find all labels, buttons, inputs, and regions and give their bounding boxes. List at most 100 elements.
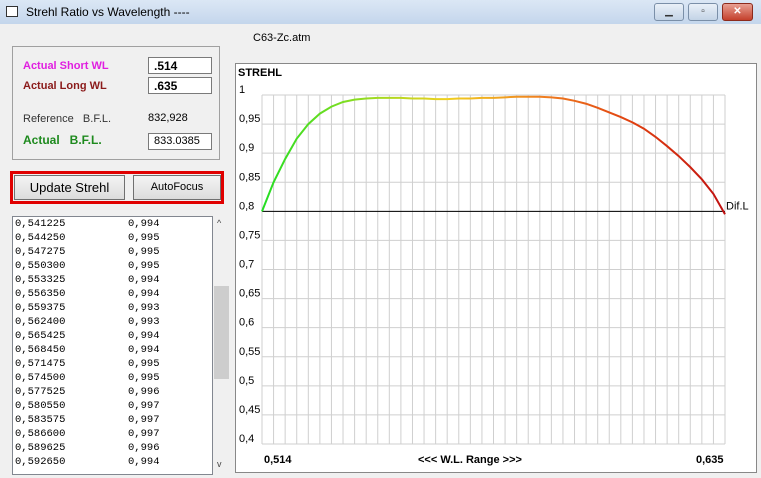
strehl-value: 0,995 <box>128 246 160 258</box>
short-wl-input[interactable]: .514 <box>148 57 212 74</box>
chart-title: STREHL <box>238 67 282 79</box>
minimize-icon: ▁ <box>665 6 673 17</box>
list-item[interactable]: 0,544250 0,995 <box>13 231 212 245</box>
wavelength-value: 0,571475 <box>15 358 66 370</box>
x-axis-label: <<< W.L. Range >>> <box>418 454 522 466</box>
window-title: Strehl Ratio vs Wavelength ---- <box>26 5 190 19</box>
chart-svg: 1 0,95 0,9 0,85 0,8 0,75 0,7 0,65 0,6 0,55 0,5 0,45… <box>238 67 749 466</box>
y-tick-label: 0,85 <box>239 171 260 183</box>
y-tick-label: 0,6 <box>239 317 254 329</box>
wavelength-value: 0,547275 <box>15 246 66 258</box>
strehl-chart: 1 0,95 0,9 0,85 0,8 0,75 0,7 0,65 0,6 0,55 0,5 0,45… <box>235 63 757 473</box>
list-item[interactable]: 0,547275 0,995 <box>13 245 212 259</box>
wavelength-value: 0,580550 <box>15 400 66 412</box>
strehl-value: 0,994 <box>128 218 160 230</box>
strehl-value: 0,994 <box>128 456 160 468</box>
list-item[interactable]: 0,559375 0,993 <box>13 301 212 315</box>
list-item[interactable]: 0,583575 0,997 <box>13 413 212 427</box>
y-tick-label: 0,7 <box>239 259 254 271</box>
list-item[interactable]: 0,541225 0,994 <box>13 217 212 231</box>
strehl-value: 0,994 <box>128 288 160 300</box>
strehl-value: 0,993 <box>128 316 160 328</box>
list-item[interactable]: 0,568450 0,994 <box>13 343 212 357</box>
strehl-value: 0,995 <box>128 232 160 244</box>
actual-bfl-input[interactable]: 833.0385 <box>148 133 212 150</box>
strehl-value: 0,997 <box>128 414 160 426</box>
maximize-icon: ▫ <box>701 6 705 17</box>
strehl-value: 0,996 <box>128 442 160 454</box>
y-tick-label: 0,45 <box>239 404 260 416</box>
list-item[interactable]: 0,550300 0,995 <box>13 259 212 273</box>
app-icon <box>6 6 18 17</box>
autofocus-button[interactable]: AutoFocus <box>133 175 221 200</box>
wavelength-value: 0,562400 <box>15 316 66 328</box>
update-strehl-button[interactable]: Update Strehl <box>14 175 125 200</box>
list-item[interactable]: 0,574500 0,995 <box>13 371 212 385</box>
list-item[interactable]: 0,586600 0,997 <box>13 427 212 441</box>
strehl-value: 0,994 <box>128 274 160 286</box>
y-tick-label: 0,95 <box>239 113 260 125</box>
wavelength-value: 0,556350 <box>15 288 66 300</box>
strehl-value: 0,996 <box>128 386 160 398</box>
list-item[interactable]: 0,553325 0,994 <box>13 273 212 287</box>
wavelength-value: 0,589625 <box>15 442 66 454</box>
y-tick-label: 0,65 <box>239 288 260 300</box>
wavelength-value: 0,559375 <box>15 302 66 314</box>
maximize-button[interactable]: ▫ <box>688 3 718 21</box>
short-wl-label: Actual Short WL <box>23 60 109 72</box>
scroll-down-icon[interactable]: v <box>217 459 222 469</box>
wavelength-value: 0,568450 <box>15 344 66 356</box>
scroll-thumb[interactable] <box>214 286 229 379</box>
wavelength-value: 0,553325 <box>15 274 66 286</box>
strehl-value: 0,995 <box>128 260 160 272</box>
y-tick-label: 0,9 <box>239 142 254 154</box>
x-min-label: 0,514 <box>264 454 292 466</box>
strehl-value: 0,995 <box>128 358 160 370</box>
list-item[interactable]: 0,562400 0,993 <box>13 315 212 329</box>
diffraction-limit-label: Dif.L <box>726 200 749 212</box>
long-wl-label: Actual Long WL <box>23 80 107 92</box>
list-item[interactable]: 0,577525 0,996 <box>13 385 212 399</box>
y-tick-label: 1 <box>239 84 245 96</box>
wavelength-value: 0,574500 <box>15 372 66 384</box>
y-tick-label: 0,4 <box>239 433 254 445</box>
parameters-group <box>12 46 220 160</box>
strehl-value: 0,995 <box>128 372 160 384</box>
ref-bfl-label: Reference B.F.L. <box>23 113 112 125</box>
wavelength-value: 0,544250 <box>15 232 66 244</box>
list-item[interactable]: 0,571475 0,995 <box>13 357 212 371</box>
strehl-value: 0,997 <box>128 428 160 440</box>
scroll-up-icon[interactable]: ^ <box>217 218 222 228</box>
strehl-value: 0,994 <box>128 330 160 342</box>
minimize-button[interactable]: ▁ <box>654 3 684 21</box>
file-name: C63-Zc.atm <box>253 32 311 44</box>
results-list[interactable]: 0,541225 0,994 0,544250 0,995 0,547275 0,995 0… <box>12 216 213 475</box>
strehl-value: 0,997 <box>128 400 160 412</box>
wavelength-value: 0,550300 <box>15 260 66 272</box>
y-tick-label: 0,55 <box>239 346 260 358</box>
y-tick-label: 0,75 <box>239 229 260 241</box>
list-item[interactable]: 0,589625 0,996 <box>13 441 212 455</box>
y-tick-label: 0,5 <box>239 375 254 387</box>
list-item[interactable]: 0,580550 0,997 <box>13 399 212 413</box>
list-scrollbar[interactable]: ^ v <box>213 216 230 475</box>
close-button[interactable]: ✕ <box>722 3 753 21</box>
list-item[interactable]: 0,565425 0,994 <box>13 329 212 343</box>
title-bar: Strehl Ratio vs Wavelength ---- ▁ ▫ ✕ <box>0 0 761 24</box>
wavelength-value: 0,541225 <box>15 218 66 230</box>
y-tick-label: 0,8 <box>239 200 254 212</box>
wavelength-value: 0,586600 <box>15 428 66 440</box>
x-max-label: 0,635 <box>696 454 724 466</box>
list-item[interactable]: 0,556350 0,994 <box>13 287 212 301</box>
strehl-value: 0,993 <box>128 302 160 314</box>
close-icon: ✕ <box>733 6 742 17</box>
strehl-value: 0,994 <box>128 344 160 356</box>
strehl-curve <box>261 95 726 215</box>
wavelength-value: 0,583575 <box>15 414 66 426</box>
actual-bfl-label: Actual B.F.L. <box>23 133 102 147</box>
list-item[interactable]: 0,592650 0,994 <box>13 455 212 469</box>
ref-bfl-value: 832,928 <box>148 112 188 124</box>
long-wl-input[interactable]: .635 <box>148 77 212 94</box>
highlight-box <box>10 171 224 204</box>
wavelength-value: 0,565425 <box>15 330 66 342</box>
